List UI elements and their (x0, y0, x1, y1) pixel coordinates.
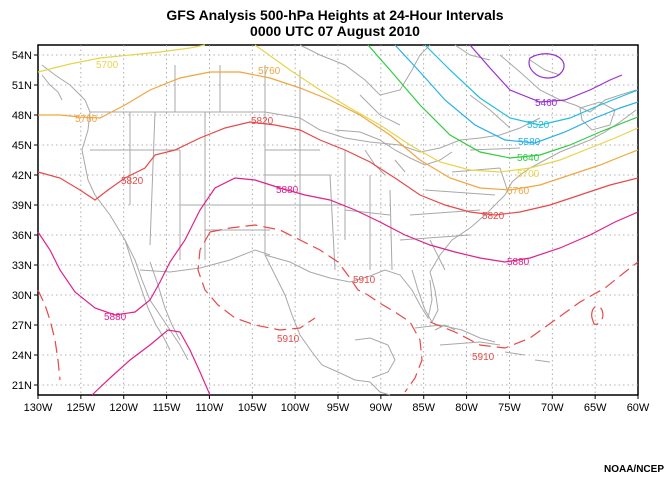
contour-line-5910-west (37, 289, 61, 381)
gridlines (38, 45, 638, 395)
contour-label-5760-west: 5760 (75, 114, 98, 125)
contour-label-5910-caribbean: 5910 (472, 352, 495, 363)
lat-tick-label: 36N (12, 230, 32, 242)
lon-tick-label: 110W (195, 402, 224, 414)
lat-tick-label: 30N (12, 290, 32, 302)
lat-tick-label: 45N (12, 140, 32, 152)
contour-line-5460 (469, 44, 623, 103)
lat-tick-label: 42N (12, 170, 32, 182)
lon-tick-label: 70W (541, 402, 564, 414)
lon-tick-label: 75W (498, 402, 521, 414)
newfoundland (579, 101, 616, 131)
caribbean-islands (434, 324, 551, 363)
lon-tick-label: 60W (627, 402, 650, 414)
contour-line-5820 (37, 121, 639, 216)
yucatan (354, 337, 396, 379)
cuba (414, 324, 496, 343)
contour-label-5910-mexico: 5910 (277, 334, 300, 345)
contour-line-5910-east (429, 261, 639, 349)
state-lines-west (90, 111, 270, 260)
lon-tick-label: 105W (238, 402, 267, 414)
lat-tick-label: 51N (12, 80, 32, 92)
pacific-coastline (41, 64, 189, 361)
contour-label-5760-east: 5760 (507, 186, 530, 197)
lat-tick-label: 54N (12, 50, 32, 62)
contour-5520: 5520 (424, 44, 639, 131)
lat-tick-label: 21N (12, 380, 32, 392)
us-gulf-coast (264, 254, 433, 320)
contour-5760: 5760 5760 5760 (38, 66, 639, 197)
lon-tick-label: 65W (584, 402, 607, 414)
lon-tick-label: 120W (109, 402, 138, 414)
map-title-line1: GFS Analysis 500-hPa Heights at 24-Hour … (166, 7, 504, 23)
lat-tick-label: 39N (12, 200, 32, 212)
arctic-islands (454, 44, 561, 76)
gulf-of-california (149, 261, 181, 341)
lon-tick-label: 80W (455, 402, 478, 414)
canada-provinces (174, 65, 511, 129)
latitude-tick-labels: 54N 51N 48N 45N 42N 39N 36N 33N 30N 27N 24N 21N (12, 50, 38, 392)
contour-label-5580: 5580 (518, 137, 541, 148)
mexico-gulf-coast (264, 254, 371, 383)
vancouver-island (41, 74, 63, 101)
lon-tick-label: 125W (66, 402, 95, 414)
lon-tick-label: 95W (327, 402, 350, 414)
contour-label-5520: 5520 (527, 120, 550, 131)
contour-label-5700-east: 5700 (517, 169, 540, 180)
lon-tick-label: 115W (153, 402, 182, 414)
lat-tick-label: 27N (12, 320, 32, 332)
lat-tick-label: 24N (12, 350, 32, 362)
contour-line-5580 (394, 44, 639, 144)
contour-label-5910-gulf: 5910 (353, 275, 376, 286)
contour-5910 (37, 224, 639, 393)
contour-label-5880-central: 5880 (276, 185, 299, 196)
contour-line-5760 (38, 71, 639, 191)
contour-line-5640 (367, 44, 639, 159)
contour-label-5460: 5460 (535, 98, 558, 109)
lon-tick-label: 100W (281, 402, 310, 414)
lat-tick-label: 48N (12, 110, 32, 122)
contour-label-5820-east: 5820 (482, 211, 505, 222)
contour-5880: 5880 5880 5880 (37, 177, 639, 396)
longitude-tick-labels: 130W 125W 120W 115W 110W 105W 100W 95W 90W 85W 80W… (24, 395, 650, 414)
contour-label-5820-north: 5820 (251, 116, 274, 127)
lon-tick-label: 85W (412, 402, 435, 414)
contour-line-5910-central (197, 224, 423, 393)
contour-label-5760-north: 5760 (258, 66, 281, 77)
contour-label-5700-west: 5700 (96, 60, 119, 71)
contour-line-5880 (37, 177, 639, 316)
contour-5640: 5640 (367, 44, 639, 164)
contour-label-5880-southwest: 5880 (104, 312, 127, 323)
florida (411, 269, 439, 324)
contour-5460-closed (528, 53, 565, 79)
lat-tick-label: 33N (12, 260, 32, 272)
lon-tick-label: 130W (24, 402, 53, 414)
contour-label-5640: 5640 (517, 153, 540, 164)
contour-line-5700 (37, 44, 639, 173)
baja-california (124, 239, 171, 351)
contour-line-5520 (424, 44, 639, 126)
contour-5460: 5460 (469, 44, 623, 109)
hudson-bay (299, 44, 431, 96)
contour-line-5880-south (91, 329, 211, 396)
central-america (369, 381, 391, 396)
lon-tick-label: 90W (370, 402, 393, 414)
contour-5580: 5580 (394, 44, 639, 148)
contour-5910-closed-east (591, 305, 604, 325)
contour-label-5880-east: 5880 (507, 257, 530, 268)
labrador-coast (499, 54, 637, 113)
credit-label: NOAA/NCEP (603, 464, 664, 475)
atlantic-coastline (429, 109, 637, 273)
contour-label-5820-west: 5820 (121, 176, 144, 187)
geographic-borders (41, 44, 637, 396)
contour-5820: 5820 5820 5820 (37, 116, 639, 222)
map-title-line2: 0000 UTC 07 August 2010 (250, 23, 420, 39)
contour-5700: 5700 5700 (37, 44, 639, 180)
